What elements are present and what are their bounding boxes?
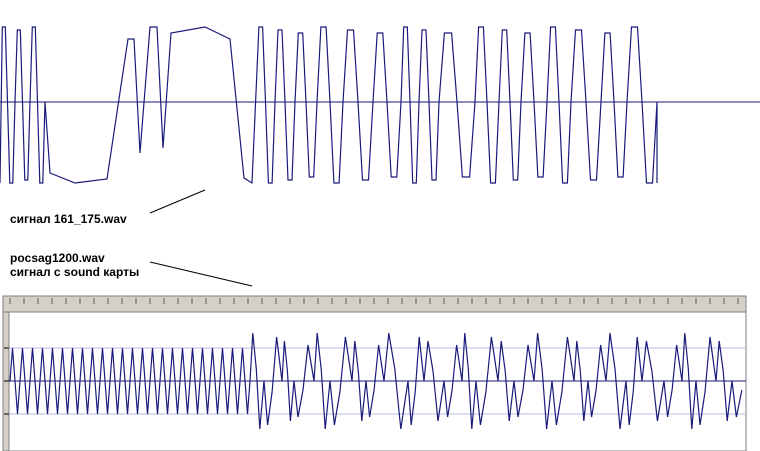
pointer-line-pocsag	[149, 261, 253, 287]
amplitude-ticks	[4, 347, 9, 415]
ruler-ticks	[9, 298, 739, 304]
top-waveform	[0, 26, 760, 185]
soundcard-caption-label: сигнал с sound карты	[10, 265, 140, 279]
pocsag-file-label: pocsag1200.wav	[10, 251, 105, 265]
pointer-line-signal	[149, 189, 206, 214]
signal-file-label: сигнал 161_175.wav	[10, 212, 127, 226]
bottom-waveform-trace	[9, 332, 743, 430]
bottom-waveform-panel	[2, 295, 747, 451]
top-waveform-trace	[0, 26, 658, 185]
